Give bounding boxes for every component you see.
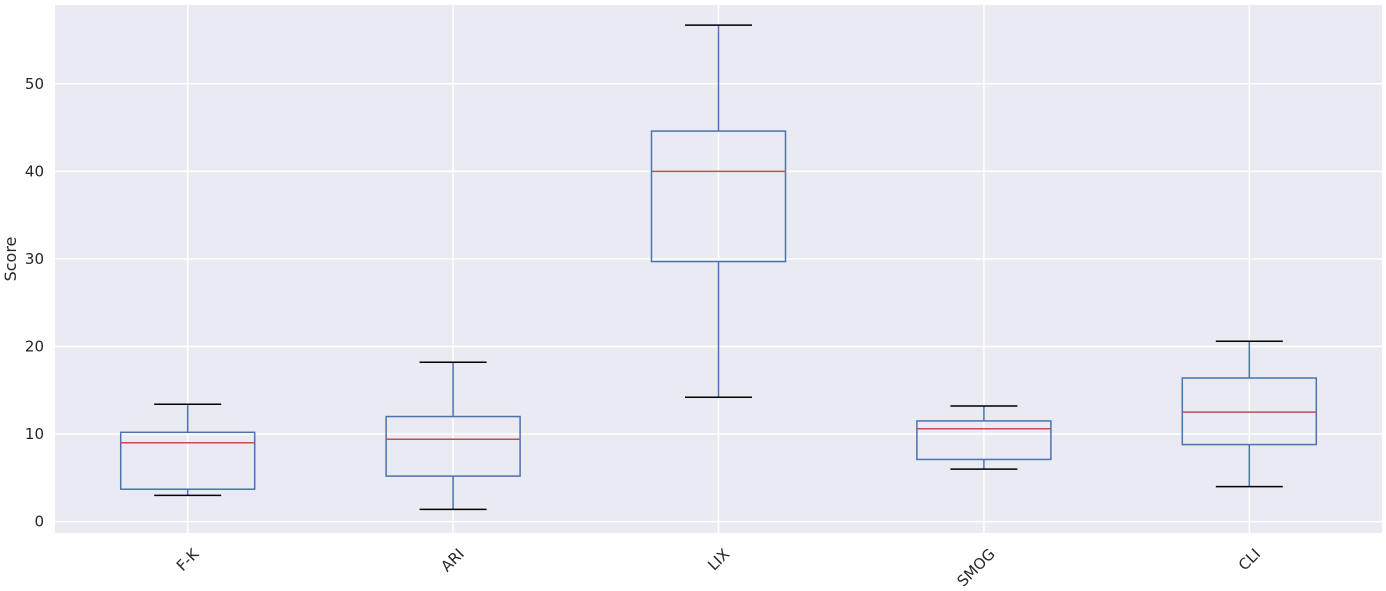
iqr-box: [385, 415, 521, 477]
iqr-box: [916, 420, 1052, 461]
iqr-box: [119, 431, 256, 490]
box-lix: [650, 24, 787, 399]
box-f-k: [119, 403, 256, 497]
y-axis-ticks: 0 10 20 30 40 50: [25, 75, 44, 531]
boxes: [119, 24, 1318, 511]
box-smog: [916, 405, 1052, 470]
y-tick-label: 30: [25, 250, 44, 268]
y-tick-label: 20: [25, 337, 44, 355]
iqr-box: [1181, 377, 1318, 446]
x-tick-label: CLI: [1235, 545, 1264, 574]
y-tick-label: 40: [25, 162, 44, 180]
y-tick-label: 50: [25, 75, 44, 93]
x-tick-label: F-K: [173, 544, 203, 574]
x-tick-label: ARI: [437, 545, 467, 575]
iqr-box: [650, 130, 787, 263]
box-cli: [1181, 340, 1318, 488]
box-ari: [385, 361, 521, 511]
x-tick-label: LIX: [704, 545, 733, 574]
y-tick-label: 0: [34, 513, 44, 531]
x-axis-ticks: F-K ARI LIX SMOG CLI: [173, 544, 1264, 590]
y-axis-label: Score: [1, 237, 20, 282]
x-tick-label: SMOG: [953, 545, 998, 590]
y-tick-label: 10: [25, 425, 44, 443]
